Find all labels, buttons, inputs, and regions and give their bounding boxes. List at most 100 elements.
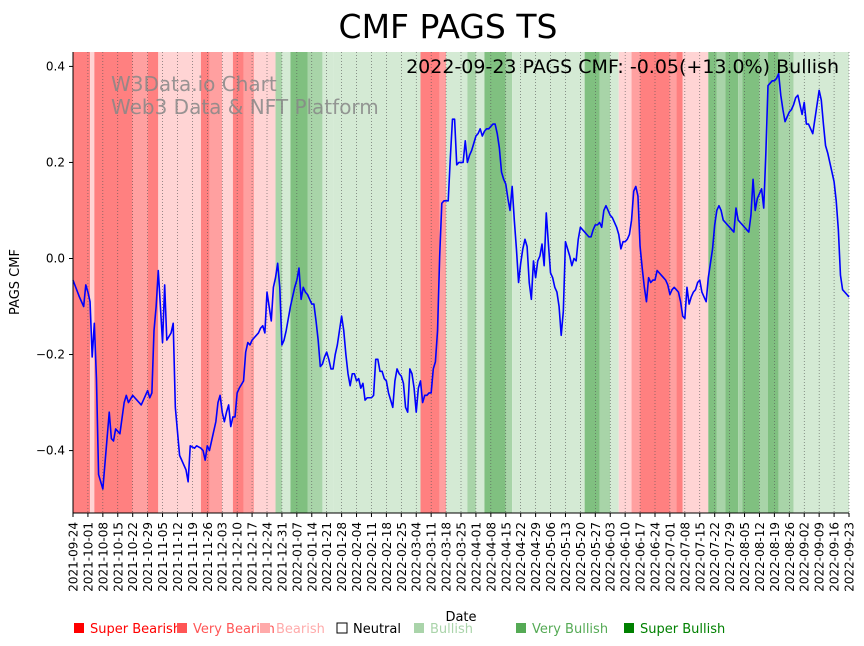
watermark-line: Web3 Data & NFT Platform [111, 95, 379, 119]
regime-band-very_bullish [759, 52, 768, 513]
regime-band-very_bullish [505, 52, 513, 513]
regime-band-bullish [793, 52, 849, 513]
x-tick-label: 2022-08-12 [753, 522, 767, 592]
regime-band-bearish [254, 52, 276, 513]
legend-label-neutral: Neutral [353, 622, 401, 637]
x-tick-label: 2022-05-13 [559, 522, 573, 592]
x-tick-label: 2022-08-05 [738, 522, 752, 592]
regime-band-bearish [222, 52, 233, 513]
legend-swatch-super_bullish [624, 623, 634, 633]
x-tick-label: 2022-04-15 [499, 522, 513, 592]
x-tick-label: 2022-07-08 [678, 522, 692, 592]
x-axis-label: Date [445, 610, 476, 625]
x-tick-label: 2022-05-27 [589, 522, 603, 592]
y-tick-label: 0.4 [46, 59, 65, 73]
regime-band-very_bearish [243, 52, 255, 513]
legend-label-bearish: Bearish [276, 622, 325, 637]
regime-band-very_bullish [778, 52, 794, 513]
regime-band-super_bullish [290, 52, 308, 513]
x-tick-label: 2021-10-22 [126, 522, 140, 592]
regime-band-super_bearish [94, 52, 133, 513]
regime-band-very_bearish [631, 52, 641, 513]
x-tick-label: 2022-07-01 [663, 522, 677, 592]
regime-band-very_bearish [439, 52, 447, 513]
legend-swatch-very_bullish [516, 623, 526, 633]
regime-band-super_bullish [708, 52, 717, 513]
x-tick-label: 2021-12-17 [246, 522, 260, 592]
regime-band-bullish [281, 52, 291, 513]
x-tick-label: 2022-02-25 [395, 522, 409, 592]
legend-label-very_bearish: Very Bearish [193, 622, 275, 637]
legend-swatch-very_bearish [177, 623, 187, 633]
x-axis-ticks: 2021-09-24 2021-10-01 2021-10-08 2021-10-15… [67, 513, 857, 592]
x-tick-label: 2021-11-05 [156, 522, 170, 592]
x-tick-label: 2021-10-01 [81, 522, 95, 592]
x-tick-label: 2022-09-23 [843, 522, 857, 592]
x-tick-label: 2021-09-24 [67, 522, 81, 592]
y-tick-label: −0.4 [36, 444, 65, 458]
regime-band-bearish [682, 52, 709, 513]
regime-band-very_bearish [132, 52, 148, 513]
x-tick-label: 2021-12-10 [231, 522, 245, 592]
x-tick-label: 2022-03-04 [410, 522, 424, 592]
regime-band-super_bearish [420, 52, 440, 513]
regime-band-super_bullish [584, 52, 600, 513]
regime-band-super_bullish [767, 52, 779, 513]
cmf-series [72, 72, 850, 490]
regime-band-bullish [475, 52, 485, 513]
x-tick-label: 2022-07-15 [693, 522, 707, 592]
y-tick-label: 0.2 [46, 155, 65, 169]
legend-label-very_bullish: Very Bullish [532, 622, 608, 637]
legend: Super Bearish Very Bearish Bearish Neutral B… [74, 622, 725, 637]
x-tick-label: 2022-02-11 [365, 522, 379, 592]
regime-band-bearish [158, 52, 201, 513]
vertical-gridlines [72, 52, 850, 513]
x-tick-label: 2022-07-22 [708, 522, 722, 592]
y-tick-label: 0.0 [46, 251, 65, 265]
y-axis-label: PAGS CMF [8, 249, 23, 315]
regime-band-very_bullish [716, 52, 726, 513]
x-tick-label: 2021-12-24 [261, 522, 275, 592]
regime-bands [73, 52, 849, 513]
x-tick-label: 2022-01-14 [305, 522, 319, 592]
regime-band-super_bullish [725, 52, 739, 513]
x-tick-label: 2022-06-17 [634, 522, 648, 592]
x-tick-label: 2022-04-01 [469, 522, 483, 592]
x-tick-label: 2022-04-08 [484, 522, 498, 592]
x-tick-label: 2021-12-03 [216, 522, 230, 592]
x-tick-label: 2022-04-22 [514, 522, 528, 592]
regime-band-bearish [90, 52, 95, 513]
x-tick-label: 2022-06-10 [619, 522, 633, 592]
x-tick-label: 2022-09-16 [828, 522, 842, 592]
x-tick-label: 2021-10-08 [96, 522, 110, 592]
regime-band-super_bearish [676, 52, 683, 513]
x-tick-label: 2022-08-19 [768, 522, 782, 592]
x-tick-label: 2022-01-21 [320, 522, 334, 592]
legend-label-super_bullish: Super Bullish [640, 622, 725, 637]
x-tick-label: 2022-02-18 [380, 522, 394, 592]
x-tick-label: 2022-01-07 [290, 522, 304, 592]
latest-value-annotation: 2022-09-23 PAGS CMF: -0.05(+13.0%) Bulli… [406, 56, 839, 78]
x-tick-label: 2022-03-11 [425, 522, 439, 592]
regime-band-very_bullish [467, 52, 476, 513]
y-tick-label: −0.2 [36, 348, 65, 362]
x-tick-label: 2022-06-24 [649, 522, 663, 592]
legend-swatch-bullish [414, 623, 424, 633]
x-tick-label: 2022-09-09 [813, 522, 827, 592]
x-tick-label: 2022-08-26 [783, 522, 797, 592]
regime-band-super_bullish [484, 52, 506, 513]
x-tick-label: 2021-11-12 [171, 522, 185, 592]
y-axis-ticks: −0.4 −0.2 0.0 0.2 0.4 [36, 59, 73, 458]
x-tick-label: 2021-10-15 [111, 522, 125, 592]
x-tick-label: 2022-02-04 [350, 522, 364, 592]
legend-swatch-super_bearish [74, 623, 84, 633]
x-tick-label: 2022-05-20 [574, 522, 588, 592]
regime-band-bullish [322, 52, 334, 513]
cmf-line [72, 72, 850, 490]
regime-band-very_bullish [307, 52, 323, 513]
regime-band-bullish [512, 52, 585, 513]
legend-swatch-bearish [260, 623, 270, 633]
regime-band-super_bearish [147, 52, 159, 513]
regime-band-very_bullish [738, 52, 743, 513]
